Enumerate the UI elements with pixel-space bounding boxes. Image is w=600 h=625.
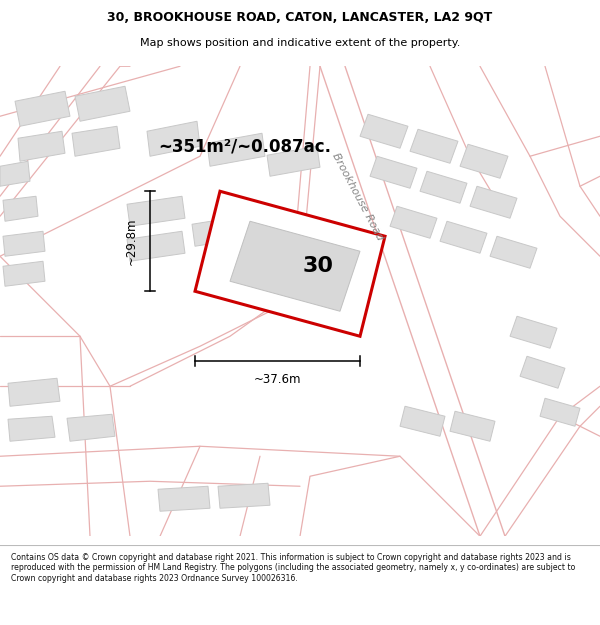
Text: Brookhouse Road: Brookhouse Road: [331, 151, 385, 242]
Polygon shape: [207, 133, 265, 166]
Polygon shape: [192, 216, 245, 246]
Polygon shape: [470, 186, 517, 218]
Polygon shape: [370, 156, 417, 188]
Polygon shape: [400, 406, 445, 436]
Text: Map shows position and indicative extent of the property.: Map shows position and indicative extent…: [140, 38, 460, 48]
Polygon shape: [360, 114, 408, 148]
Polygon shape: [147, 121, 200, 156]
Polygon shape: [3, 196, 38, 221]
Polygon shape: [3, 231, 45, 256]
Polygon shape: [3, 261, 45, 286]
Text: ~351m²/~0.087ac.: ~351m²/~0.087ac.: [158, 138, 331, 155]
Text: Contains OS data © Crown copyright and database right 2021. This information is : Contains OS data © Crown copyright and d…: [11, 553, 575, 582]
Polygon shape: [230, 221, 360, 311]
Text: 30, BROOKHOUSE ROAD, CATON, LANCASTER, LA2 9QT: 30, BROOKHOUSE ROAD, CATON, LANCASTER, L…: [107, 11, 493, 24]
Polygon shape: [520, 356, 565, 388]
Polygon shape: [158, 486, 210, 511]
Text: ~37.6m: ~37.6m: [254, 373, 301, 386]
Polygon shape: [8, 378, 60, 406]
Polygon shape: [0, 161, 30, 186]
Polygon shape: [67, 414, 115, 441]
Polygon shape: [8, 416, 55, 441]
Polygon shape: [460, 144, 508, 178]
Polygon shape: [390, 206, 437, 238]
Polygon shape: [410, 129, 458, 163]
Polygon shape: [15, 91, 70, 126]
Text: ~29.8m: ~29.8m: [125, 217, 138, 265]
Polygon shape: [267, 146, 320, 176]
Text: 30: 30: [302, 256, 334, 276]
Polygon shape: [510, 316, 557, 348]
Polygon shape: [75, 86, 130, 121]
Polygon shape: [18, 131, 65, 161]
Polygon shape: [450, 411, 495, 441]
Polygon shape: [490, 236, 537, 268]
Polygon shape: [127, 196, 185, 226]
Polygon shape: [540, 398, 580, 426]
Polygon shape: [218, 483, 270, 508]
Polygon shape: [195, 191, 385, 336]
Polygon shape: [72, 126, 120, 156]
Polygon shape: [127, 231, 185, 261]
Polygon shape: [420, 171, 467, 203]
Polygon shape: [440, 221, 487, 253]
